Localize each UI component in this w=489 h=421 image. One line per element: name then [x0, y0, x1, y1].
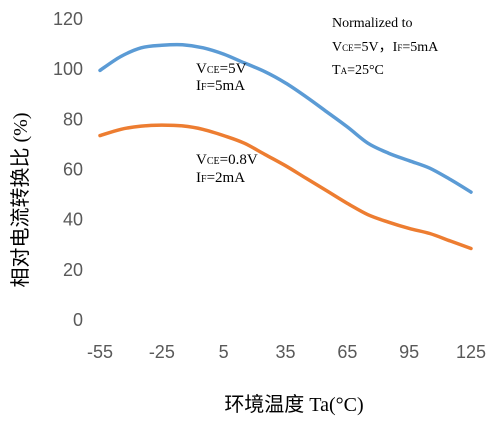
- x-tick-label: 35: [275, 342, 295, 362]
- annotation-blue-if: IF=5mA: [196, 78, 245, 94]
- y-tick-label: 60: [63, 160, 83, 180]
- annotation-blue-vce: VCE=5V: [196, 61, 247, 77]
- annotation-orange-vce: VCE=0.8V: [196, 152, 258, 168]
- series-line-2: [98, 123, 473, 251]
- y-tick-label: 20: [63, 260, 83, 280]
- x-tick-label: 5: [219, 342, 229, 362]
- y-tick-label: 120: [53, 9, 83, 29]
- x-axis-ticks: -55 -25 5 35 65 95 125: [87, 342, 486, 362]
- series-line-1: [98, 42, 473, 194]
- series-layer: [98, 42, 473, 251]
- annotation-orange-if: IF=2mA: [196, 170, 245, 186]
- normalization-note-line2: VCE=5V，IF=5mA: [332, 40, 439, 55]
- y-tick-label: 100: [53, 59, 83, 79]
- normalization-note-line3: TA=25°C: [332, 63, 384, 78]
- y-axis-ticks: 0 20 40 60 80 100 120: [53, 9, 83, 330]
- x-tick-label: 95: [399, 342, 419, 362]
- x-tick-label: 125: [456, 342, 486, 362]
- x-tick-label: -55: [87, 342, 113, 362]
- normalization-note-line1: Normalized to: [332, 16, 412, 31]
- x-axis-title: 环境温度 Ta(°C): [224, 393, 363, 416]
- y-axis-title: 相对电流转换比 (%): [9, 113, 32, 288]
- y-tick-label: 40: [63, 210, 83, 230]
- x-tick-label: 65: [337, 342, 357, 362]
- y-tick-label: 80: [63, 109, 83, 129]
- y-tick-label: 0: [73, 310, 83, 330]
- x-tick-label: -25: [149, 342, 175, 362]
